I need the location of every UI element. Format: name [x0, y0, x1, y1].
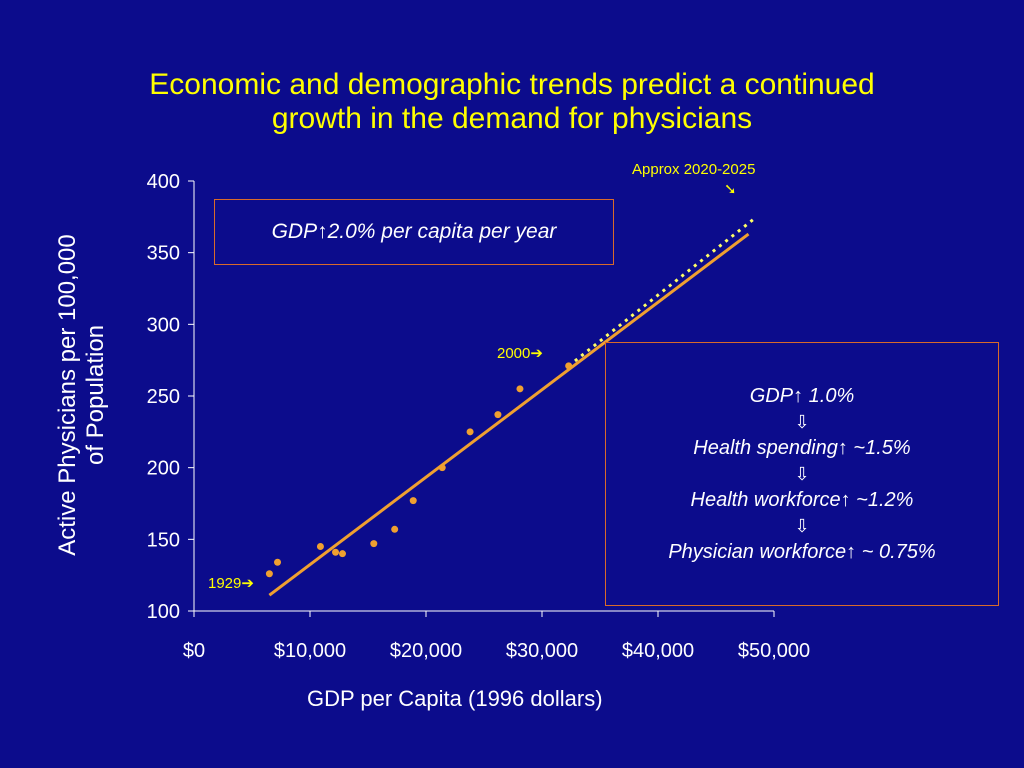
annotation-2000: 2000➔	[497, 345, 543, 362]
chain-line-health-workforce: Health workforce↑ ~1.2%	[690, 489, 914, 511]
chart-title-line-1: Economic and demographic trends predict …	[149, 68, 875, 101]
x-tick-label: $40,000	[622, 640, 694, 662]
right-arrow-icon: ➔	[241, 575, 254, 592]
data-point	[265, 570, 273, 578]
diagonal-arrow-icon: ➘	[724, 181, 737, 198]
y-axis-label: Active Physicians per 100,000 of Populat…	[54, 234, 110, 556]
y-tick-label: 400	[147, 171, 180, 193]
chart-points	[265, 362, 573, 578]
chain-line-physician-workforce: Physician workforce↑ ~ 0.75%	[668, 541, 936, 563]
x-tick-label: $10,000	[274, 640, 346, 662]
chart-axes: 100 150 200 250 300 350 400 $0 $10,000 $20,000 $30…	[147, 171, 811, 662]
up-arrow-icon: ↑	[837, 437, 848, 459]
data-point	[409, 497, 417, 505]
data-point	[338, 550, 346, 558]
y-tick-label: 250	[147, 386, 180, 408]
y-tick-label: 150	[147, 529, 180, 551]
trend-line	[268, 232, 750, 597]
annotation-future: Approx 2020-2025	[632, 161, 756, 178]
x-tick-label: $20,000	[390, 640, 462, 662]
x-tick-label: $50,000	[738, 640, 810, 662]
up-arrow-icon: ↑	[793, 385, 804, 407]
chain-line-gdp: GDP↑ 1.0%	[749, 385, 855, 407]
data-point	[516, 385, 524, 393]
data-point	[466, 428, 474, 436]
chart-title: Economic and demographic trends predict …	[0, 68, 1024, 136]
x-tick-label: $0	[183, 640, 205, 662]
data-point	[274, 558, 282, 566]
data-point	[316, 543, 324, 550]
gdp-label: GDP	[271, 220, 318, 243]
down-arrow-icon: ⇩	[794, 516, 810, 536]
x-axis-label: GDP per Capita (1996 dollars)	[307, 686, 603, 711]
y-tick-label: 350	[147, 243, 180, 265]
down-arrow-icon: ⇩	[794, 464, 810, 484]
chart-lines	[268, 215, 758, 597]
up-arrow-icon: ↑	[840, 489, 851, 511]
annotation-1929: 1929➔	[208, 575, 254, 592]
data-point	[565, 362, 573, 370]
gdp-growth-box: GDP ↑ 2.0% per capita per year	[214, 199, 614, 265]
gdp-growth-text: 2.0% per capita per year	[327, 220, 557, 243]
data-point	[332, 548, 340, 556]
up-arrow-icon: ↑	[317, 220, 328, 243]
chain-line-health-spending: Health spending↑ ~1.5%	[693, 437, 911, 459]
x-tick-label: $30,000	[506, 640, 578, 662]
chart-title-line-2: growth in the demand for physicians	[271, 102, 753, 135]
y-tick-label: 300	[147, 314, 180, 336]
down-arrow-icon: ⇩	[794, 412, 810, 432]
data-point	[391, 525, 399, 533]
growth-chain-box: GDP↑ 1.0% ⇩ Health spending↑ ~1.5% ⇩ Hea…	[605, 342, 999, 606]
y-tick-label: 200	[147, 458, 180, 480]
right-arrow-icon: ➔	[530, 345, 543, 362]
data-point	[370, 540, 378, 548]
data-point	[438, 464, 446, 472]
y-tick-label: 100	[147, 601, 180, 623]
data-point	[494, 411, 502, 419]
y-axis-label-line-1: Active Physicians per 100,000	[54, 234, 81, 556]
y-axis-label-line-2: of Population	[82, 324, 109, 466]
up-arrow-icon: ↑	[846, 541, 857, 563]
